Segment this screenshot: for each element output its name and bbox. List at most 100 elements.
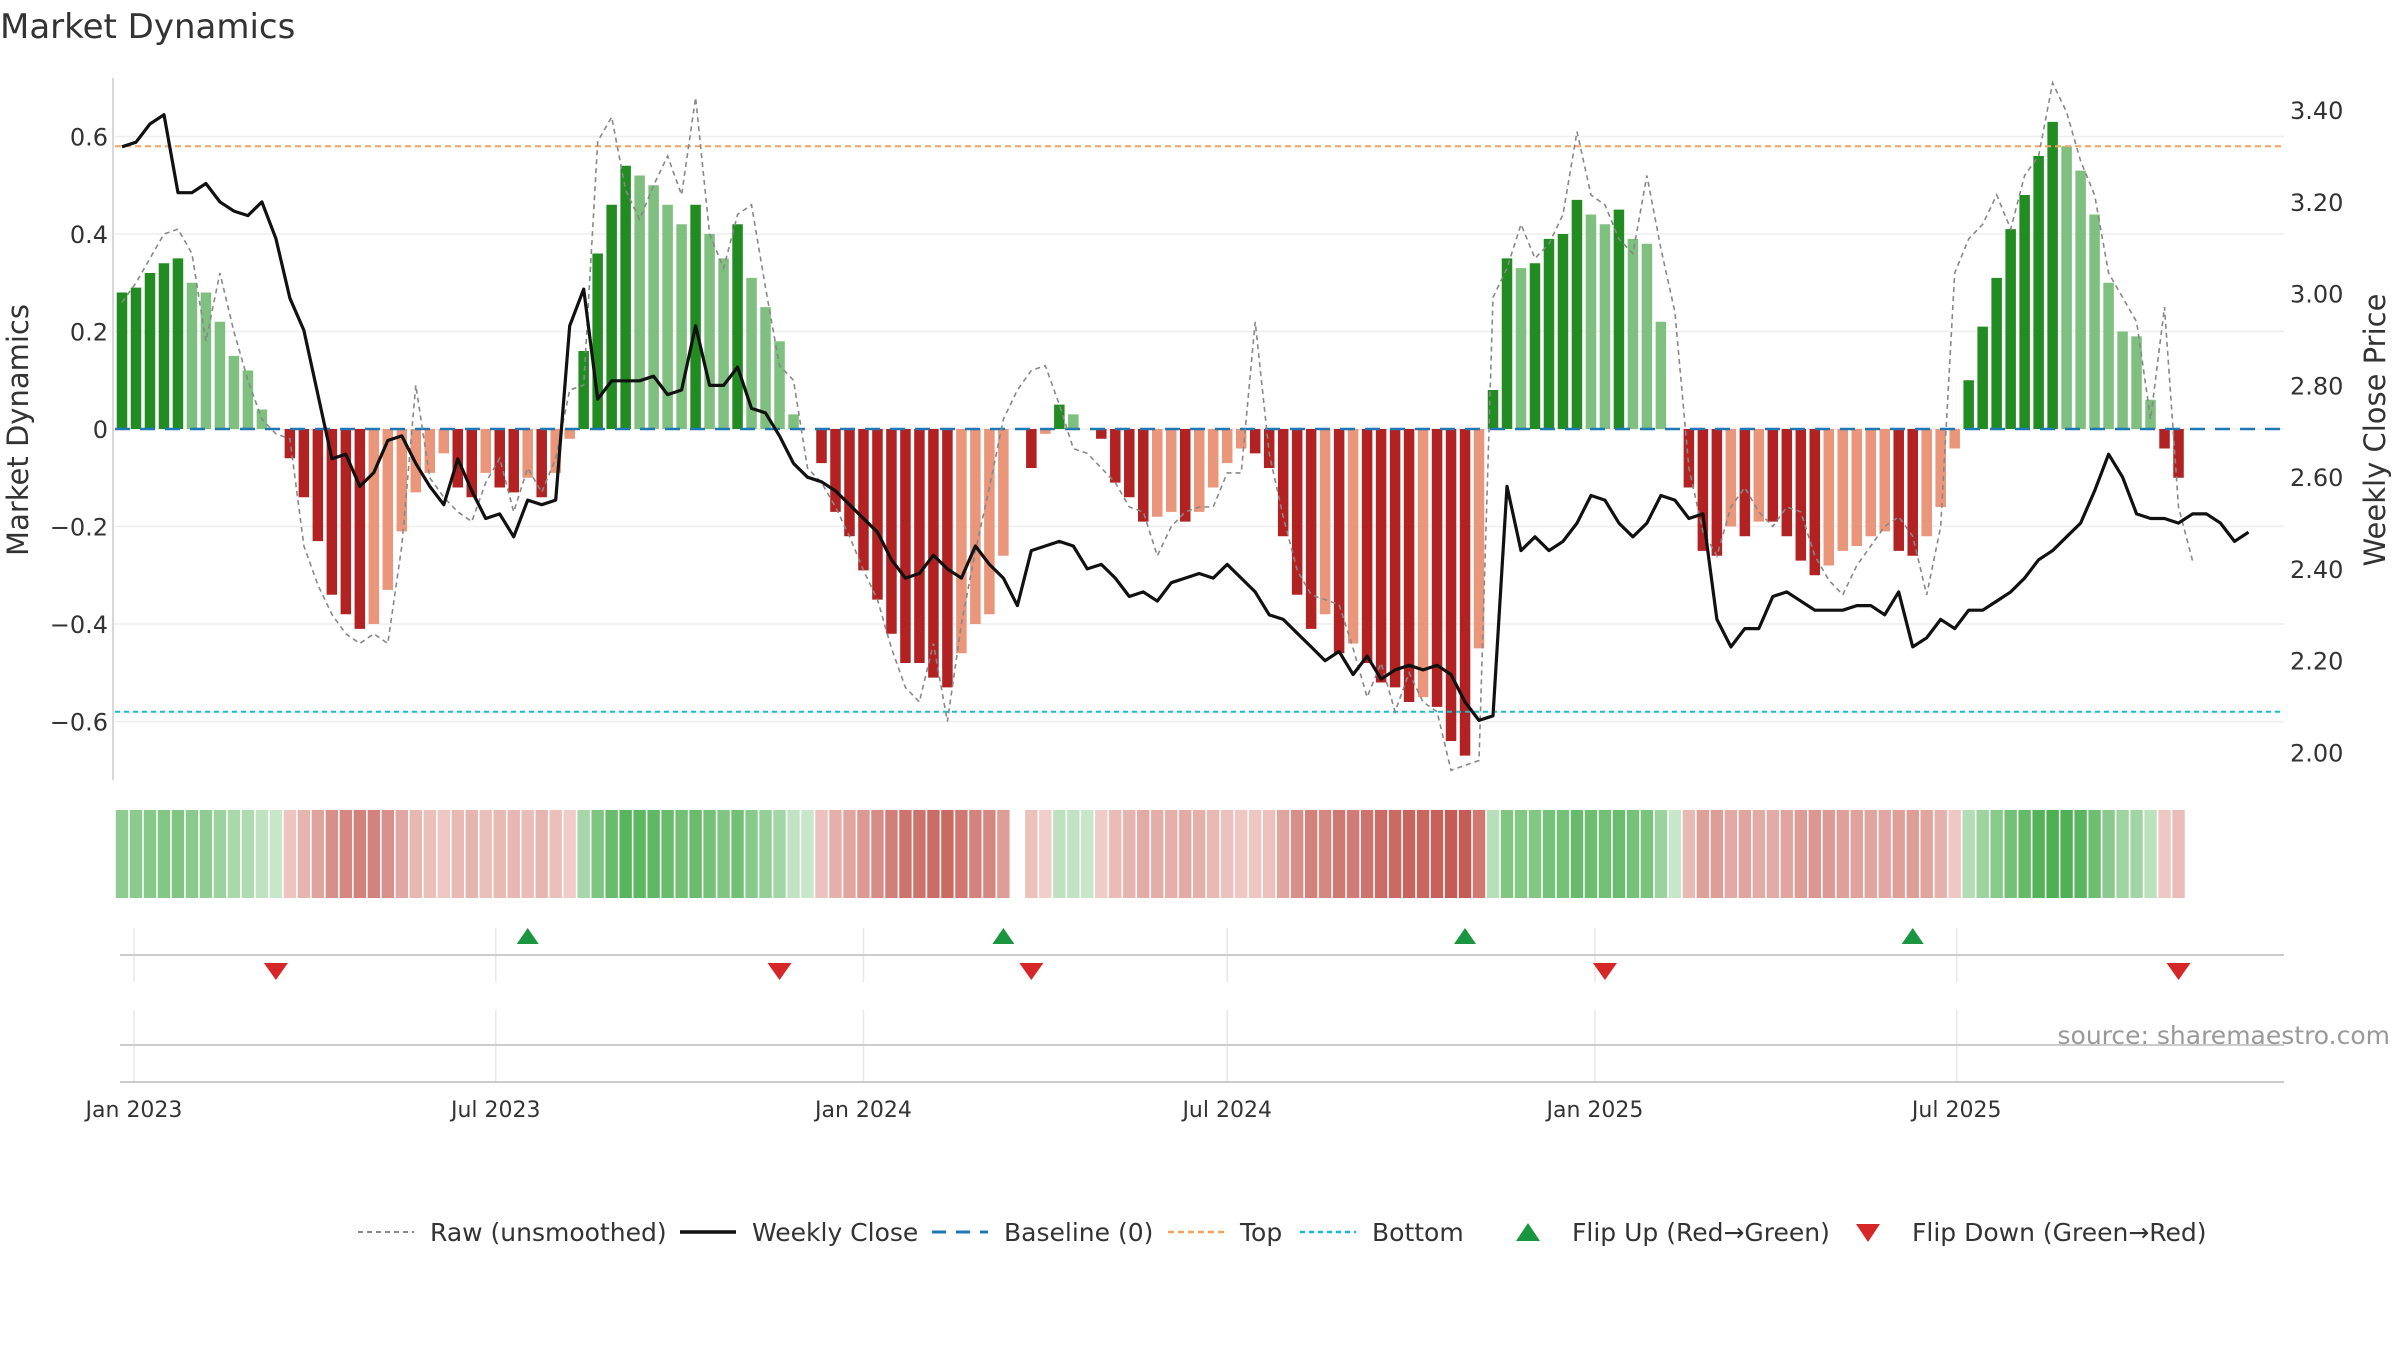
heat-cell: [479, 810, 492, 898]
heat-cell: [549, 810, 562, 898]
momentum-bar: [1249, 429, 1261, 454]
momentum-bar: [2131, 336, 2142, 429]
left-tick-label: −0.2: [50, 514, 108, 542]
momentum-bar: [298, 429, 310, 498]
heat-cell: [661, 810, 674, 898]
heat-cell: [1584, 810, 1598, 898]
heat-cell: [199, 810, 213, 898]
momentum-bar: [1375, 429, 1387, 683]
heat-cell: [339, 810, 353, 898]
heat-cell: [1486, 810, 1500, 898]
momentum-bar: [1096, 429, 1107, 439]
momentum-bar: [2047, 121, 2058, 429]
heat-cell: [2116, 810, 2129, 898]
momentum-bar: [312, 429, 324, 542]
heat-cell: [633, 810, 646, 898]
flip-up-marker: [516, 928, 539, 944]
legend-label: Top: [1239, 1218, 1282, 1247]
heat-cell: [1668, 810, 1682, 898]
momentum-bar: [844, 429, 855, 537]
right-axis-label: Weekly Close Price: [2358, 294, 2392, 567]
momentum-bar: [928, 429, 939, 678]
heat-cell: [171, 810, 185, 898]
momentum-bar: [1711, 429, 1723, 556]
momentum-bar: [998, 429, 1009, 556]
heat-cell: [605, 810, 618, 898]
heat-cell: [2074, 810, 2087, 898]
legend-item-base: Baseline (0): [932, 1218, 1153, 1247]
heat-cell: [2046, 810, 2059, 898]
heat-cell: [1528, 810, 1542, 898]
heat-cell: [353, 810, 367, 898]
momentum-bar: [536, 429, 547, 498]
heat-cell: [297, 810, 311, 898]
momentum-bar: [1893, 429, 1904, 551]
x-tick-label: Jan 2025: [1544, 1098, 1643, 1123]
momentum-bar: [1277, 429, 1289, 537]
heat-cell: [1976, 810, 1989, 898]
date-axis-panel: Jan 2023 Jul 2023 Jan 2024 Jul 2024 Jan 2025…: [84, 1010, 2390, 1123]
flip-down-marker: [263, 963, 288, 980]
heat-cell: [1402, 810, 1416, 898]
heat-cell: [745, 810, 758, 898]
x-tick-label: Jan 2024: [813, 1098, 912, 1123]
legend: Raw (unsmoothed) Weekly Close Baseline (0)…: [358, 1218, 2207, 1247]
heat-cell: [1626, 810, 1640, 898]
momentum-bar: [1347, 429, 1359, 644]
momentum-bar: [1487, 390, 1499, 429]
heat-cell: [367, 810, 381, 898]
source-credit: source: sharemaestro.com: [2058, 1021, 2391, 1050]
heat-cell: [1416, 810, 1430, 898]
momentum-bar: [648, 185, 659, 429]
heat-cell: [1570, 810, 1584, 898]
heat-cell: [395, 810, 408, 898]
heat-cell: [1920, 810, 1933, 898]
momentum-bar: [116, 292, 128, 429]
heat-cell: [115, 810, 129, 898]
heat-cell: [857, 810, 870, 898]
momentum-bar: [1040, 429, 1051, 434]
heat-cell: [927, 810, 940, 898]
momentum-bar: [858, 429, 869, 571]
heat-cell: [1262, 810, 1276, 898]
momentum-bar: [1781, 429, 1793, 537]
heat-cell: [423, 810, 436, 898]
momentum-bar: [1809, 429, 1821, 576]
right-tick-label: 2.20: [2290, 648, 2343, 676]
legend-label: Flip Up (Red→Green): [1572, 1218, 1830, 1247]
momentum-bar: [1977, 326, 1988, 429]
momentum-bar: [1235, 429, 1247, 449]
heat-cell: [1248, 810, 1262, 898]
momentum-bar: [424, 429, 436, 473]
momentum-bar: [1907, 429, 1918, 556]
momentum-bar: [186, 282, 198, 429]
momentum-bar: [1124, 429, 1135, 498]
heat-cell: [143, 810, 157, 898]
momentum-bar: [1361, 429, 1373, 663]
heat-cell: [647, 810, 660, 898]
heat-cell: [955, 810, 968, 898]
momentum-bar: [1865, 429, 1876, 537]
momentum-bar: [1921, 429, 1932, 537]
heat-cell: [1962, 810, 1975, 898]
heat-cell: [2018, 810, 2031, 898]
heat-cell: [1430, 810, 1444, 898]
momentum-bar: [1935, 429, 1946, 507]
heat-cell: [843, 810, 856, 898]
momentum-bar: [1683, 429, 1695, 488]
heat-cell: [689, 810, 702, 898]
momentum-bar: [1138, 429, 1149, 522]
heat-cell: [465, 810, 478, 898]
heat-cell: [1332, 810, 1346, 898]
heat-cell: [591, 810, 604, 898]
heat-cell: [773, 810, 786, 898]
heat-cell: [437, 810, 450, 898]
legend-label: Raw (unsmoothed): [430, 1218, 667, 1247]
momentum-bar: [1557, 234, 1569, 429]
heat-cell: [507, 810, 520, 898]
momentum-bar: [2005, 229, 2016, 429]
momentum-bar: [2117, 331, 2128, 429]
momentum-bar: [1305, 429, 1317, 629]
momentum-bar: [1207, 429, 1219, 488]
